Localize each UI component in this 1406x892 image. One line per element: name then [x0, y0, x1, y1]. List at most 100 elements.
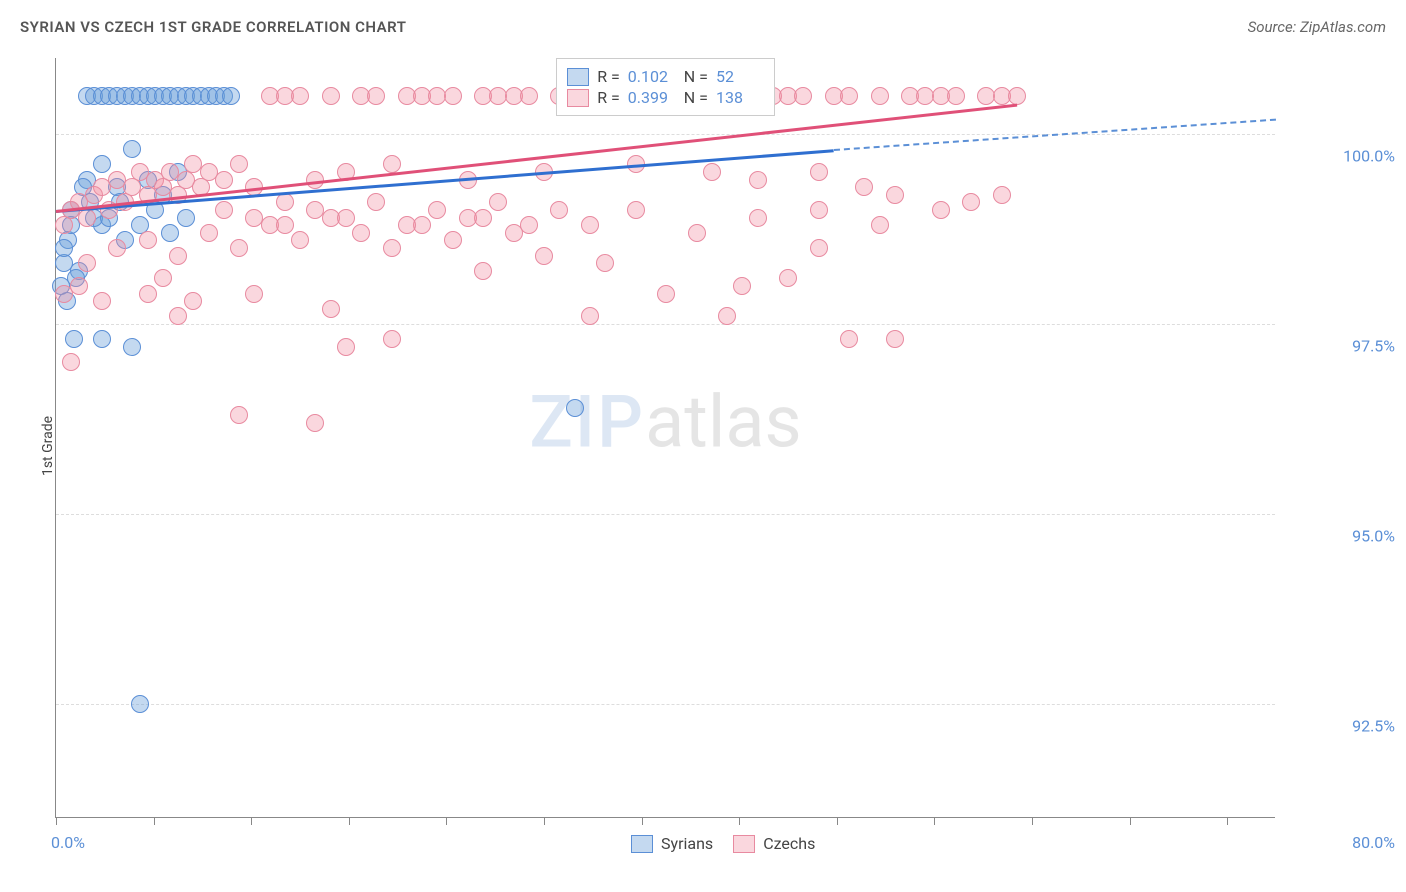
scatter-point — [169, 307, 187, 325]
x-tick — [837, 817, 838, 825]
scatter-point — [657, 285, 675, 303]
x-axis-max-label: 80.0% — [1352, 833, 1395, 852]
watermark-zip: ZIP — [529, 380, 645, 465]
scatter-point — [154, 269, 172, 287]
scatter-point — [749, 171, 767, 189]
scatter-point — [383, 155, 401, 173]
scatter-point — [581, 307, 599, 325]
scatter-point — [840, 330, 858, 348]
scatter-point — [840, 87, 858, 105]
n-label: N = — [684, 67, 708, 86]
scatter-point — [215, 201, 233, 219]
legend-item: Syrians — [631, 834, 713, 853]
scatter-point — [749, 209, 767, 227]
n-value: 138 — [716, 88, 764, 107]
y-tick-label: 95.0% — [1285, 527, 1395, 546]
scatter-point — [566, 399, 584, 417]
scatter-point — [177, 209, 195, 227]
scatter-point — [337, 209, 355, 227]
scatter-point — [306, 201, 324, 219]
legend-item: Czechs — [733, 834, 815, 853]
x-tick — [1227, 817, 1228, 825]
x-tick — [251, 817, 252, 825]
scatter-point — [947, 87, 965, 105]
plot-area: ZIPatlas 100.0%97.5%95.0%92.5%0.0%80.0%R… — [55, 58, 1275, 818]
scatter-point — [779, 269, 797, 287]
scatter-point — [291, 87, 309, 105]
correlation-stats-box: R =0.102N =52R =0.399N =138 — [556, 58, 775, 116]
scatter-point — [200, 224, 218, 242]
watermark-atlas: atlas — [645, 380, 802, 465]
legend-label: Syrians — [661, 834, 713, 853]
scatter-point — [703, 163, 721, 181]
y-tick-label: 100.0% — [1285, 147, 1395, 166]
scatter-point — [733, 277, 751, 295]
x-tick — [544, 817, 545, 825]
scatter-point — [520, 87, 538, 105]
scatter-point — [871, 87, 889, 105]
scatter-point — [93, 330, 111, 348]
x-axis-min-label: 0.0% — [51, 833, 85, 852]
scatter-point — [810, 201, 828, 219]
x-tick — [934, 817, 935, 825]
scatter-point — [367, 193, 385, 211]
chart-container: SYRIAN VS CZECH 1ST GRADE CORRELATION CH… — [0, 0, 1406, 892]
scatter-point — [962, 193, 980, 211]
scatter-point — [581, 216, 599, 234]
scatter-point — [688, 224, 706, 242]
scatter-point — [627, 201, 645, 219]
scatter-point — [139, 285, 157, 303]
scatter-point — [383, 330, 401, 348]
scatter-point — [230, 239, 248, 257]
scatter-point — [444, 87, 462, 105]
grid-line — [56, 704, 1275, 705]
scatter-point — [215, 171, 233, 189]
legend-swatch — [631, 835, 653, 853]
scatter-point — [291, 231, 309, 249]
scatter-point — [459, 209, 477, 227]
scatter-point — [230, 155, 248, 173]
scatter-point — [93, 155, 111, 173]
n-value: 52 — [716, 67, 764, 86]
scatter-point — [161, 224, 179, 242]
scatter-point — [810, 239, 828, 257]
r-value: 0.102 — [628, 67, 676, 86]
scatter-point — [131, 695, 149, 713]
stats-row: R = 0.102 N = 52 — [567, 67, 764, 86]
scatter-point — [78, 254, 96, 272]
scatter-point — [123, 338, 141, 356]
scatter-point — [474, 262, 492, 280]
x-tick — [1032, 817, 1033, 825]
watermark: ZIPatlas — [529, 380, 801, 465]
scatter-point — [70, 277, 88, 295]
scatter-point — [886, 330, 904, 348]
scatter-point — [810, 163, 828, 181]
scatter-point — [444, 231, 462, 249]
x-tick — [446, 817, 447, 825]
scatter-point — [352, 224, 370, 242]
r-label: R = — [597, 67, 620, 86]
scatter-point — [78, 209, 96, 227]
scatter-point — [245, 285, 263, 303]
scatter-point — [337, 338, 355, 356]
legend-swatch — [567, 89, 589, 107]
scatter-point — [1008, 87, 1026, 105]
legend-swatch — [567, 68, 589, 86]
scatter-point — [428, 201, 446, 219]
y-axis-title: 1st Grade — [40, 416, 56, 476]
scatter-point — [596, 254, 614, 272]
scatter-point — [535, 247, 553, 265]
legend-label: Czechs — [763, 834, 815, 853]
stats-row: R =0.399N =138 — [567, 88, 764, 107]
scatter-point — [222, 87, 240, 105]
x-tick — [739, 817, 740, 825]
scatter-point — [139, 231, 157, 249]
scatter-point — [230, 406, 248, 424]
x-tick — [642, 817, 643, 825]
grid-line — [56, 134, 1275, 135]
scatter-point — [489, 193, 507, 211]
scatter-point — [93, 292, 111, 310]
n-label: N = — [684, 88, 708, 107]
x-tick — [154, 817, 155, 825]
scatter-point — [383, 239, 401, 257]
